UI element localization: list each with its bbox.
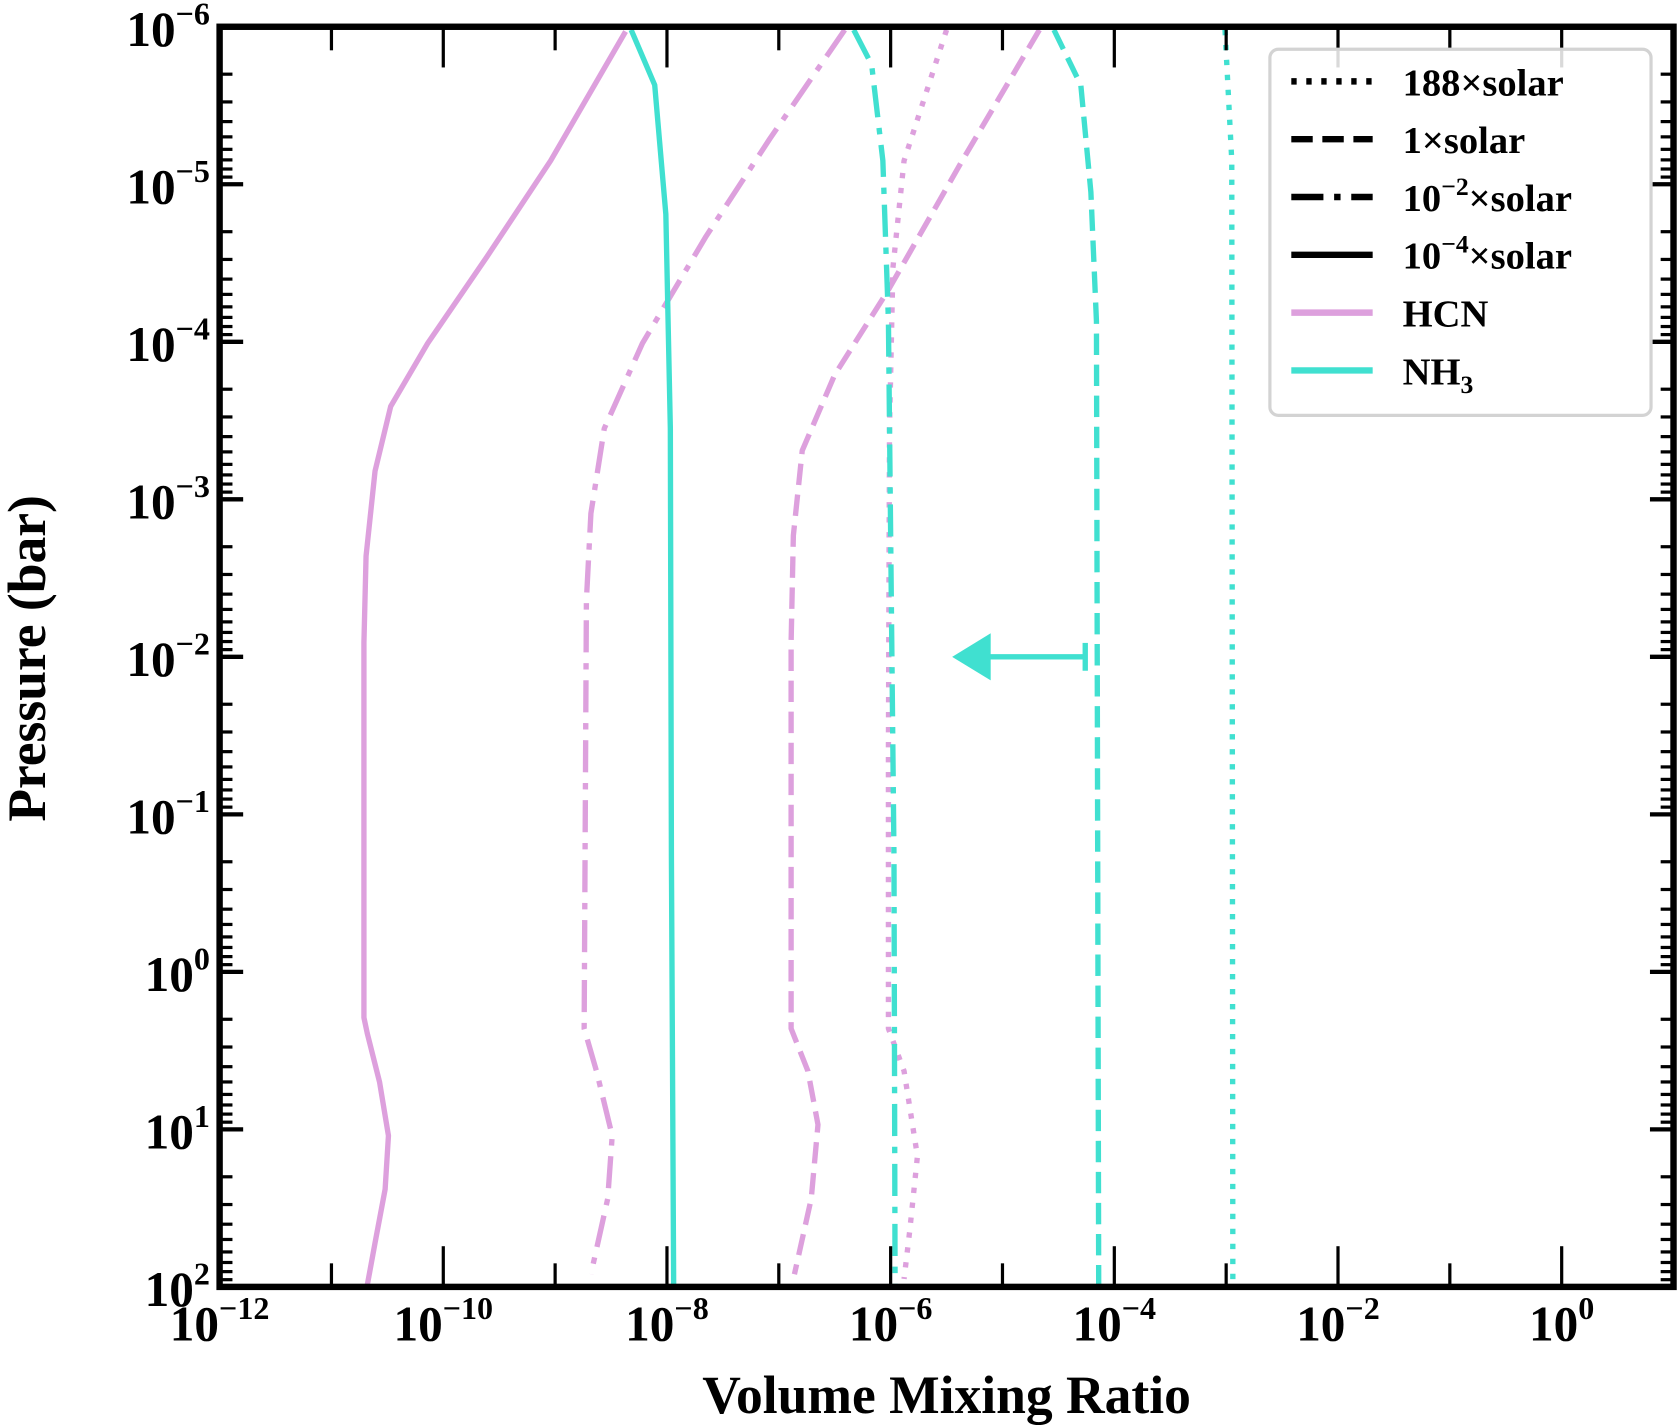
series-line-hcn-dashed xyxy=(788,28,1042,1275)
x-tick-label: 10−12 xyxy=(170,1290,270,1351)
x-tick-label: 10−8 xyxy=(625,1290,709,1351)
y-tick-label: 10−2 xyxy=(126,626,210,687)
y-tick-label: 10−5 xyxy=(126,153,210,214)
y-tick-label: 100 xyxy=(145,941,210,1002)
legend-label: 10−4×solar xyxy=(1403,230,1572,278)
y-tick-label: 10−6 xyxy=(126,0,210,57)
y-tick-label: 10−3 xyxy=(126,468,210,529)
series-line-nh3-solid xyxy=(628,28,677,1286)
legend: 188×solar 1×solar 10−2×solar 10−4×solar HCN N… xyxy=(1268,47,1653,418)
legend-label: HCN xyxy=(1403,294,1489,336)
series-line-hcn-dashdot xyxy=(581,28,847,1275)
x-tick-label: 10−10 xyxy=(393,1290,493,1351)
legend-label: 188×solar xyxy=(1403,62,1564,104)
legend-label: 1×solar xyxy=(1403,120,1526,162)
series-line-nh3-dashdot xyxy=(851,28,898,1286)
x-axis-label: Volume Mixing Ratio xyxy=(702,1365,1191,1425)
y-axis-label: Pressure (bar) xyxy=(0,495,57,821)
series-line-nh3-dashed xyxy=(1051,28,1102,1286)
curves xyxy=(361,28,1236,1286)
annotations xyxy=(952,633,1088,681)
y-tick-label: 101 xyxy=(145,1098,210,1159)
legend-label: 10−2×solar xyxy=(1403,172,1572,220)
x-tick-label: 10−4 xyxy=(1073,1290,1157,1351)
series-line-nh3-dotted xyxy=(1222,29,1236,1286)
y-tick-label: 102 xyxy=(145,1256,210,1317)
x-tick-label: 10−2 xyxy=(1296,1290,1380,1351)
x-tick-label: 100 xyxy=(1529,1290,1594,1351)
plot-frame xyxy=(216,23,1677,1291)
x-tick-labels: 10−12 10−10 10−8 10−6 10−4 10−2 100 xyxy=(170,1290,1595,1351)
x-tick-label: 10−6 xyxy=(849,1290,933,1351)
upper-limit-arrow-head xyxy=(952,633,991,681)
y-tick-label: 10−1 xyxy=(126,783,210,844)
y-tick-labels: 10−6 10−5 10−4 10−3 10−2 10−1 100 101 102 xyxy=(126,0,210,1317)
y-tick-label: 10−4 xyxy=(126,311,210,372)
series-line-hcn-solid xyxy=(361,30,628,1286)
legend-label: NH3 xyxy=(1403,351,1474,399)
